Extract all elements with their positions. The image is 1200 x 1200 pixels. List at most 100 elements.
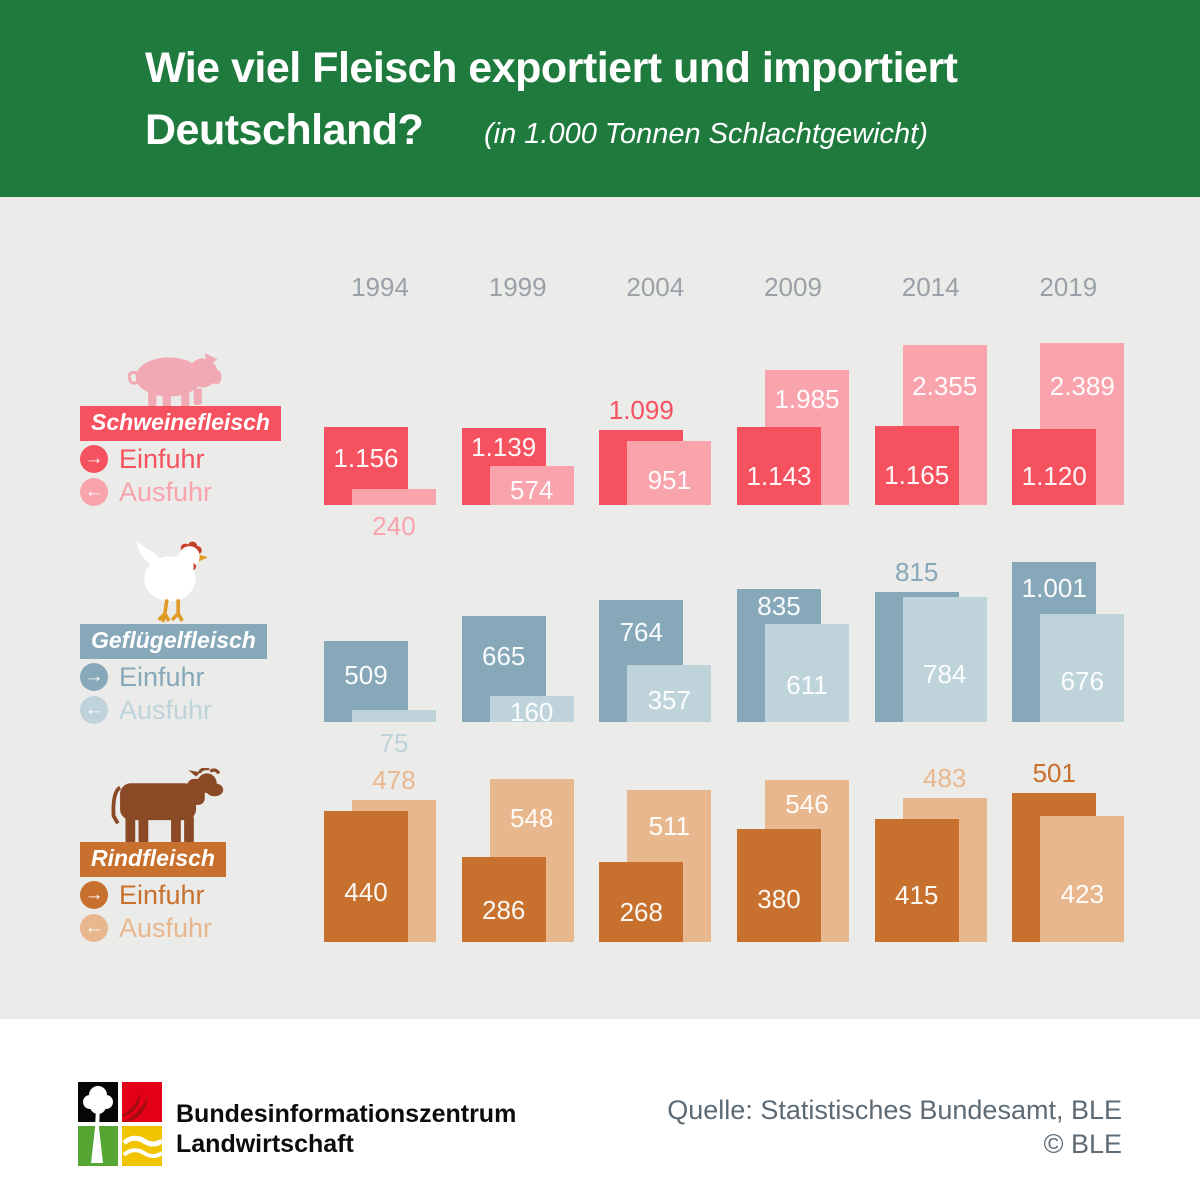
bar-rindfleisch-einfuhr-1994 — [324, 811, 408, 942]
footer-org-line1: Bundesinformationszentrum — [176, 1100, 517, 1128]
bar-geflgelfleisch-einfuhr-1994 — [324, 640, 408, 722]
value-label-geflgelfleisch-einfuhr-1999: 665 — [481, 641, 526, 672]
bar-schweinefleisch-einfuhr-2009 — [737, 427, 821, 505]
bar-geflgelfleisch-ausfuhr-2014 — [902, 596, 987, 722]
arrow-left-icon: ← — [80, 696, 108, 724]
category-badge-label: Rindfleisch — [80, 842, 226, 877]
footer: Bundesinformationszentrum Landwirtschaft… — [0, 1019, 1200, 1200]
legend-ausfuhr-rindfleisch: ← Ausfuhr — [80, 913, 212, 943]
bar-geflgelfleisch-ausfuhr-2004 — [627, 664, 712, 722]
arrow-right-icon: → — [80, 445, 108, 473]
arrow-left-icon: ← — [80, 914, 108, 942]
value-label-rindfleisch-ausfuhr-2014: 483 — [922, 763, 967, 794]
value-label-rindfleisch-einfuhr-2004: 268 — [619, 896, 663, 927]
value-label-rindfleisch-ausfuhr-2019: 423 — [1060, 879, 1104, 910]
unit-note: (in 1.000 Tonnen Schlachtgewicht) — [484, 118, 928, 150]
arrow-right-icon: → — [80, 663, 108, 691]
value-label-geflgelfleisch-ausfuhr-1999: 160 — [509, 697, 554, 728]
value-label-schweinefleisch-einfuhr-2014: 1.165 — [884, 459, 950, 490]
category-badge-gefluegelfleisch: Geflügelfleisch — [80, 624, 267, 659]
footer-org-name: Bundesinformationszentrum Landwirtschaft — [176, 1099, 516, 1159]
bar-rindfleisch-einfuhr-2004 — [599, 862, 684, 942]
footer-org-line2: Landwirtschaft — [176, 1130, 354, 1158]
value-label-geflgelfleisch-einfuhr-2009: 835 — [757, 591, 801, 622]
value-label-geflgelfleisch-ausfuhr-2019: 676 — [1060, 665, 1104, 696]
value-label-schweinefleisch-ausfuhr-1999: 574 — [509, 475, 554, 506]
category-badge-rindfleisch: Rindfleisch — [80, 842, 226, 877]
value-label-schweinefleisch-einfuhr-1999: 1.139 — [471, 431, 537, 462]
value-label-schweinefleisch-einfuhr-2019: 1.120 — [1021, 461, 1087, 492]
year-label-2019: 2019 — [1039, 272, 1098, 302]
page-title-line1: Wie viel Fleisch exportiert und importie… — [145, 44, 958, 92]
bzl-logo — [78, 1082, 164, 1171]
page-title-line2: Deutschland? — [145, 106, 424, 154]
bar-geflgelfleisch-ausfuhr-1999 — [489, 696, 574, 722]
value-label-schweinefleisch-einfuhr-1994: 1.156 — [333, 442, 399, 473]
legend-einfuhr-label: Einfuhr — [119, 444, 205, 474]
bar-geflgelfleisch-ausfuhr-1994 — [352, 710, 436, 722]
source-attribution: Quelle: Statistisches Bundesamt, BLE © B… — [667, 1093, 1122, 1161]
value-label-geflgelfleisch-ausfuhr-2009: 611 — [786, 669, 828, 700]
year-label-2009: 2009 — [764, 272, 822, 302]
bar-schweinefleisch-ausfuhr-2004 — [627, 440, 712, 505]
year-label-2004: 2004 — [626, 272, 685, 302]
year-label-2014: 2014 — [901, 272, 960, 302]
legend-ausfuhr-gefluegelfleisch: ← Ausfuhr — [80, 695, 212, 725]
value-label-geflgelfleisch-einfuhr-1994: 509 — [344, 660, 388, 691]
category-badge-label: Schweinefleisch — [80, 406, 281, 441]
header-banner: Wie viel Fleisch exportiert und importie… — [0, 0, 1200, 197]
legend-einfuhr-rindfleisch: → Einfuhr — [80, 880, 205, 910]
bar-rindfleisch-ausfuhr-2019 — [1040, 816, 1125, 942]
value-label-schweinefleisch-ausfuhr-2019: 2.389 — [1049, 371, 1115, 402]
bar-schweinefleisch-ausfuhr-1999 — [489, 466, 574, 505]
cow-icon — [104, 766, 236, 849]
bar-rindfleisch-einfuhr-1999 — [461, 856, 546, 942]
arrow-right-icon: → — [80, 881, 108, 909]
source-line: Quelle: Statistisches Bundesamt, BLE — [667, 1095, 1122, 1125]
bar-geflgelfleisch-ausfuhr-2019 — [1040, 613, 1125, 722]
value-label-rindfleisch-einfuhr-2014: 415 — [894, 880, 939, 911]
value-label-schweinefleisch-ausfuhr-1994: 240 — [372, 511, 416, 541]
legend-einfuhr-label: Einfuhr — [119, 880, 205, 910]
bar-rindfleisch-einfuhr-2014 — [874, 818, 959, 942]
legend-ausfuhr-label: Ausfuhr — [119, 477, 213, 507]
value-label-geflgelfleisch-einfuhr-2014: 815 — [894, 556, 939, 587]
copyright-line: © BLE — [1043, 1129, 1122, 1159]
value-label-geflgelfleisch-ausfuhr-2004: 357 — [647, 685, 691, 716]
value-label-geflgelfleisch-einfuhr-2019: 1.001 — [1021, 572, 1087, 603]
value-label-geflgelfleisch-ausfuhr-2014: 784 — [922, 659, 967, 690]
legend-ausfuhr-label: Ausfuhr — [119, 913, 213, 943]
value-label-rindfleisch-ausfuhr-1994: 478 — [372, 764, 416, 795]
legend-einfuhr-label: Einfuhr — [119, 662, 205, 692]
value-label-rindfleisch-ausfuhr-2009: 546 — [785, 789, 829, 820]
value-label-rindfleisch-ausfuhr-2004: 511 — [648, 811, 691, 842]
bar-schweinefleisch-einfuhr-2014 — [874, 426, 959, 505]
bar-schweinefleisch-ausfuhr-1994 — [352, 488, 436, 505]
bar-schweinefleisch-einfuhr-2019 — [1012, 429, 1097, 505]
year-label-1994: 1994 — [351, 272, 409, 302]
year-label-1999: 1999 — [488, 272, 547, 302]
value-label-schweinefleisch-ausfuhr-2014: 2.355 — [912, 370, 978, 401]
pig-icon — [116, 346, 232, 413]
value-label-rindfleisch-einfuhr-2019: 501 — [1032, 757, 1076, 788]
legend-ausfuhr-label: Ausfuhr — [119, 695, 213, 725]
category-badge-label: Geflügelfleisch — [80, 624, 267, 659]
bar-geflgelfleisch-ausfuhr-2009 — [765, 624, 849, 722]
value-label-geflgelfleisch-einfuhr-2004: 764 — [619, 617, 663, 648]
value-label-schweinefleisch-ausfuhr-2009: 1.985 — [774, 383, 840, 414]
value-label-schweinefleisch-ausfuhr-2004: 951 — [647, 465, 691, 496]
legend-einfuhr-schweinefleisch: → Einfuhr — [80, 444, 205, 474]
value-label-rindfleisch-einfuhr-1999: 286 — [481, 894, 526, 925]
value-label-rindfleisch-einfuhr-2009: 380 — [757, 884, 801, 915]
arrow-left-icon: ← — [80, 478, 108, 506]
bar-chart: 1994 1999 2004 2009 2014 2019 240 1.156 574 1.139… — [0, 197, 1200, 1019]
value-label-schweinefleisch-einfuhr-2009: 1.143 — [746, 460, 812, 491]
value-label-rindfleisch-ausfuhr-1999: 548 — [509, 802, 554, 833]
legend-einfuhr-gefluegelfleisch: → Einfuhr — [80, 662, 205, 692]
value-label-schweinefleisch-einfuhr-2004: 1.099 — [608, 395, 674, 426]
chicken-icon — [124, 540, 218, 629]
value-label-rindfleisch-einfuhr-1994: 440 — [344, 877, 388, 908]
category-badge-schweinefleisch: Schweinefleisch — [80, 406, 281, 441]
bar-rindfleisch-einfuhr-2009 — [737, 828, 821, 942]
